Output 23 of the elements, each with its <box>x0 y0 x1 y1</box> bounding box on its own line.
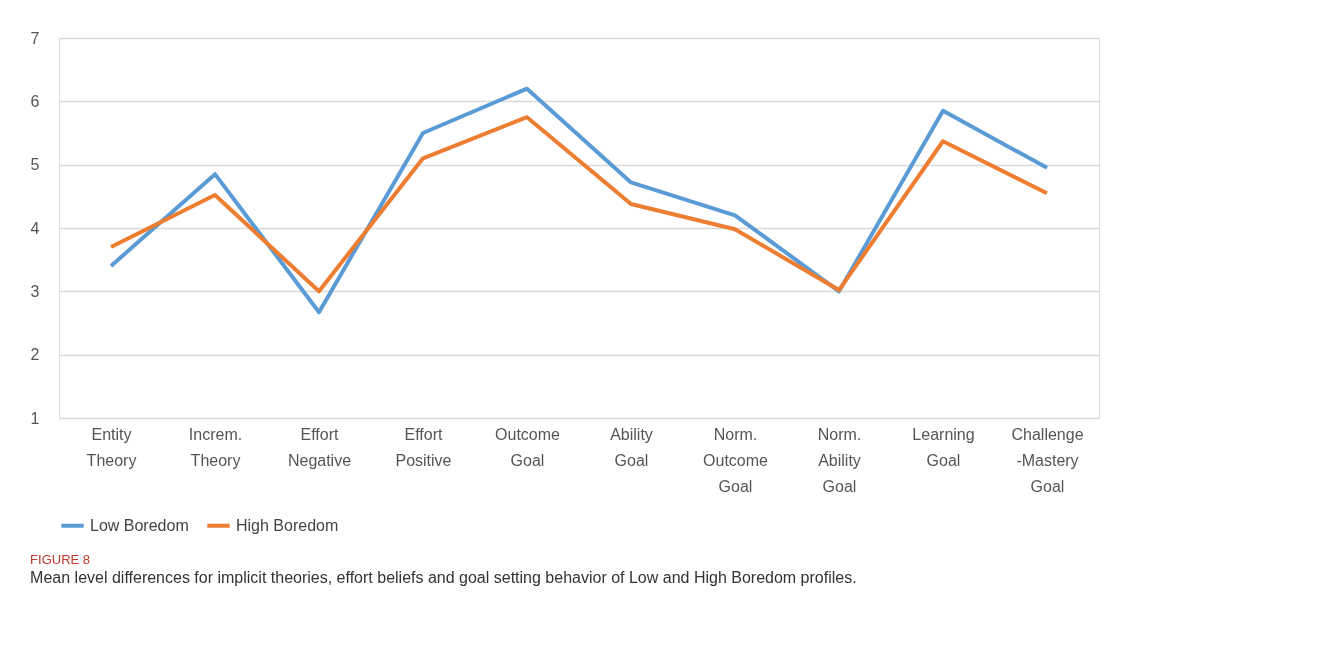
x-tick-label: Outcome Goal <box>495 425 561 469</box>
x-tick-label: Ability Goal <box>610 425 653 469</box>
y-tick-label: 5 <box>30 156 40 174</box>
line-series <box>109 115 1049 294</box>
legend-label: Low Boredom <box>90 516 189 534</box>
x-tick-label: Norm. Ability Goal <box>817 425 862 495</box>
x-tick-label: Effort Positive <box>395 425 452 469</box>
legend-label: High Boredom <box>236 516 339 534</box>
y-tick-label: 6 <box>30 92 40 110</box>
y-tick-label: 3 <box>30 282 40 300</box>
y-tick-label: 2 <box>30 346 40 364</box>
x-tick-label: Entity Theory <box>86 425 137 469</box>
x-tick-label: Effort Negative <box>287 425 352 469</box>
text: FIGURE 8 <box>30 552 91 567</box>
text: Mean level differences for implicit theories, effort beliefs and goal setting behavior of Low and High Boredom profiles. <box>30 569 857 586</box>
x-tick-label: Learning Goal <box>912 425 975 469</box>
x-tick-label: Norm. Outcome Goal <box>703 425 769 495</box>
x-tick-label: Increm. Theory <box>188 425 243 469</box>
y-tick-label: 7 <box>30 29 40 47</box>
x-tick-label: Challenge -Mastery Goal <box>1011 425 1084 495</box>
y-tick-label: 1 <box>30 409 40 427</box>
line-series <box>109 86 1049 315</box>
y-tick-label: 4 <box>30 219 40 237</box>
